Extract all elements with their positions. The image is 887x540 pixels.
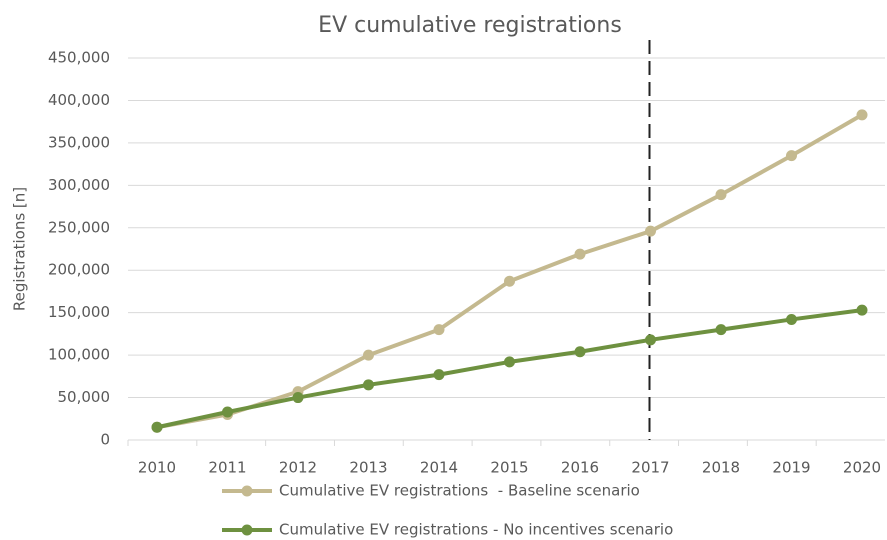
data-point [504,275,515,287]
data-point [433,369,445,381]
y-tick-label: 250,000 [48,218,110,236]
y-tick-label: 200,000 [48,261,110,279]
y-tick-label: 0 [100,431,110,449]
x-tick-label: 2011 [208,459,246,477]
data-point [151,421,163,433]
y-tick-label: 150,000 [48,303,110,321]
x-tick-label: 2015 [490,459,528,477]
data-point [574,248,586,260]
x-tick-label: 2013 [349,459,387,477]
data-point [363,349,374,361]
x-tick-label: 2017 [631,459,669,477]
x-tick-label: 2010 [138,459,176,477]
data-point [433,324,445,336]
data-point [786,150,797,162]
x-tick-label: 2016 [561,459,599,477]
data-point [645,334,656,346]
y-axis-label: Registrations [n] [11,187,29,311]
y-tick-label: 350,000 [48,133,110,151]
x-tick-label: 2020 [843,459,881,477]
legend-label: Cumulative EV registrations - Baseline s… [279,482,640,500]
data-point [504,356,515,368]
data-point [786,313,797,325]
data-point [715,189,727,201]
data-point [715,324,727,336]
x-tick-label: 2018 [702,459,740,477]
data-point [574,346,586,358]
data-point [363,379,374,391]
data-point [645,225,656,237]
series-line [156,113,864,430]
y-tick-label: 50,000 [58,388,111,406]
data-point [292,392,304,404]
y-tick-label: 300,000 [48,176,110,194]
x-tick-label: 2014 [420,459,458,477]
x-tick-label: 2012 [279,459,317,477]
legend-marker [241,524,253,536]
data-point [856,304,868,316]
y-tick-label: 100,000 [48,346,110,364]
legend-marker [241,485,253,497]
legend-label: Cumulative EV registrations - No incenti… [279,521,673,539]
x-tick-label: 2019 [772,459,810,477]
y-tick-label: 400,000 [48,91,110,109]
chart-title: EV cumulative registrations [318,13,622,38]
data-point [222,406,233,418]
data-point [856,109,868,121]
series-line [156,308,863,430]
y-tick-label: 450,000 [48,49,110,67]
